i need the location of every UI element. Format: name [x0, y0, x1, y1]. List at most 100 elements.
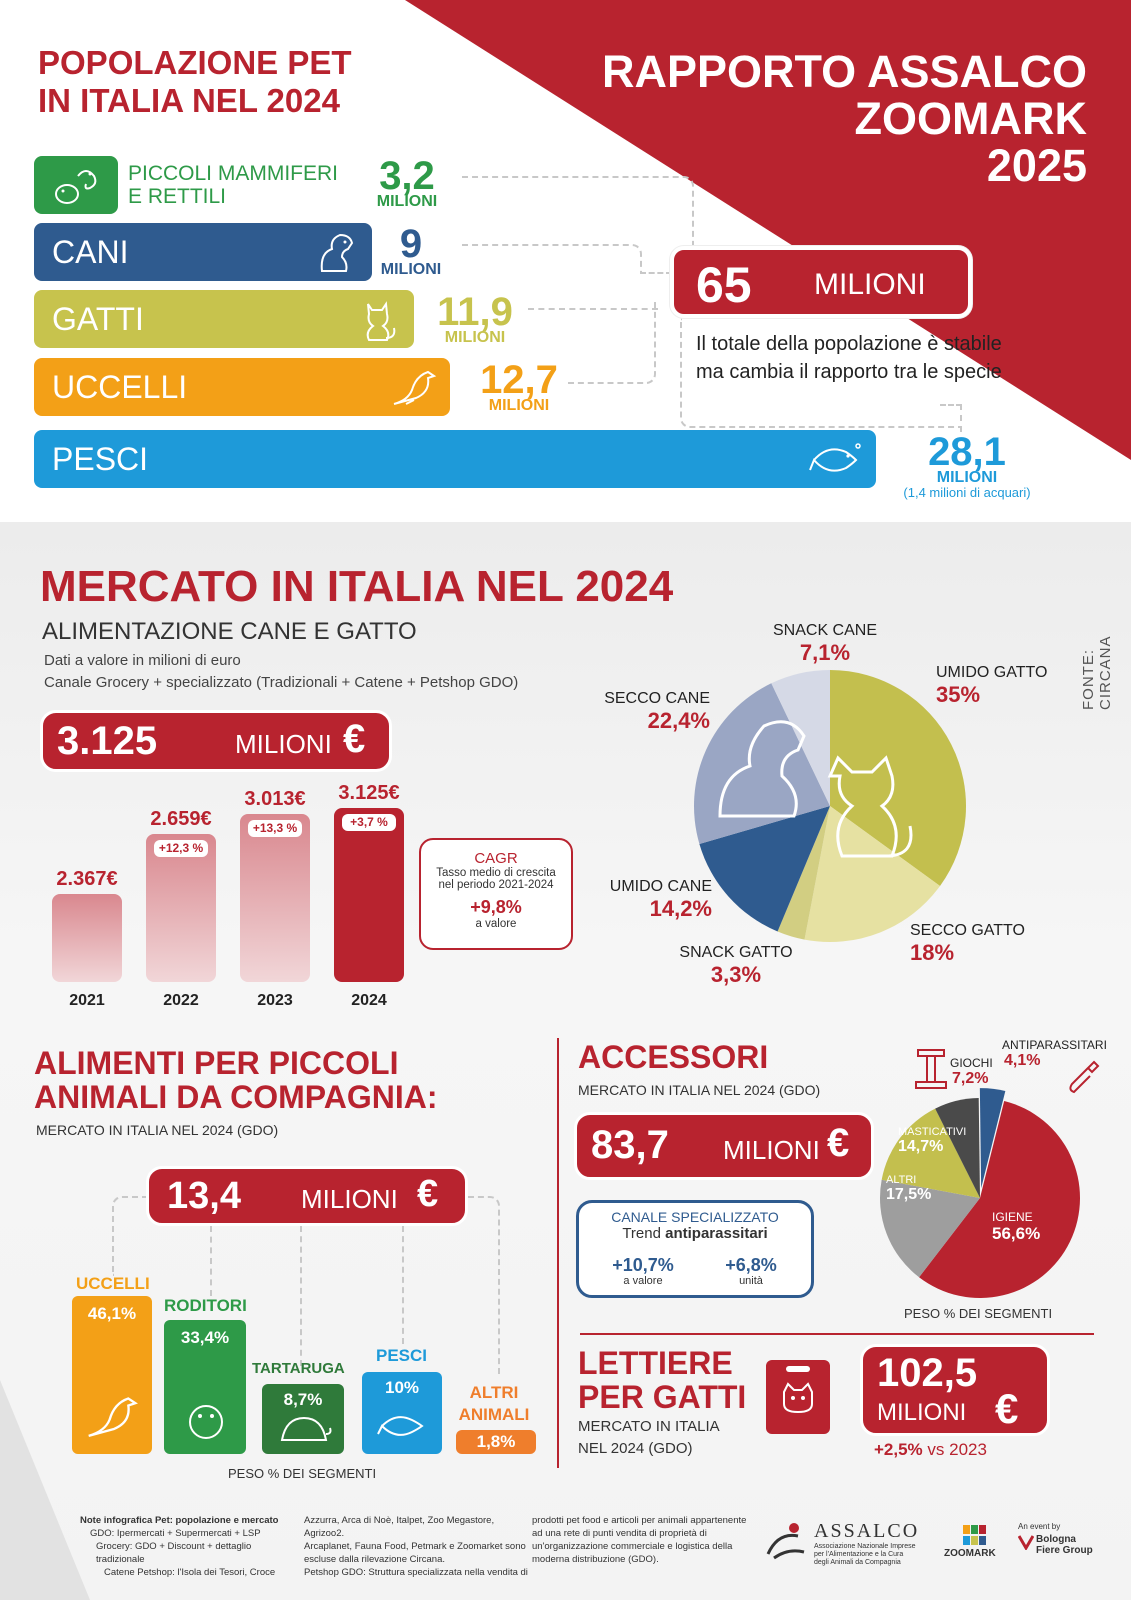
small-mammals-label-line1: PICCOLI MAMMIFERI — [128, 162, 339, 185]
unit-growth: +6,8% — [725, 1255, 777, 1275]
birds-unit: MILIONI — [488, 397, 550, 414]
birds-number: 12,7 — [480, 358, 558, 402]
cat-face-icon — [783, 1366, 813, 1414]
total-note-line1: Il totale della popolazione è stabile — [696, 333, 1002, 355]
snack-cane-name: SNACK CANE — [772, 622, 878, 639]
acc-slice-antiparassitari — [979, 1088, 1006, 1189]
litter-subtitle-line1: MERCATO IN ITALIA — [578, 1418, 720, 1435]
total-population-unit: MILIONI — [814, 268, 926, 301]
dogs-value: 9 MILIONI — [374, 224, 448, 278]
umido-gatto-name: UMIDO GATTO — [936, 664, 1048, 681]
connector-sp-fish — [402, 1226, 404, 1344]
bird-icon — [393, 370, 437, 405]
fish-icon — [809, 443, 861, 472]
acc-slice-igiene — [919, 1100, 1080, 1298]
year-bar-2023 — [240, 814, 310, 982]
snack-cane-value: 7,1% — [799, 640, 851, 665]
secco-gatto-name: SECCO GATTO — [910, 922, 1025, 939]
acc-other-name: ALTRI — [886, 1174, 917, 1186]
year-label-2022: 2022 — [163, 992, 199, 1009]
footer-notes-title: Note infografica Pet: popolazione e merc… — [80, 1515, 279, 1526]
secco-cane-value: 22,4% — [647, 708, 710, 733]
pie-slice-snack-gatto — [777, 806, 830, 940]
channel-box: CANALE SPECIALIZZATO Trend antiparassita… — [576, 1200, 814, 1298]
year-bar-2024 — [334, 808, 404, 982]
small-pets-subtitle: MERCATO IN ITALIA NEL 2024 (GDO) — [36, 1122, 279, 1138]
cats-value: 11,9 MILIONI — [420, 292, 530, 346]
market-total-number: 3.125 — [57, 719, 158, 763]
sp-fish-value: 10% — [384, 1378, 420, 1397]
fish-unit: MILIONI — [936, 469, 998, 486]
connector-sp-turtle — [300, 1226, 302, 1366]
dog-icon — [320, 233, 354, 272]
acc-antiparasitic-name: ANTIPARASSITARI — [1002, 1038, 1107, 1052]
cats-bar: GATTI — [34, 290, 414, 348]
connector-dogs-tail — [640, 272, 672, 274]
dogs-unit: MILIONI — [380, 261, 442, 278]
sp-turtle-icon — [280, 1416, 332, 1441]
pie-label-secco-cane: SECCO CANE 22,4% — [590, 690, 710, 734]
accessories-footer: PESO % DEI SEGMENTI — [904, 1306, 1053, 1321]
bologna-line2: Fiere Group — [1036, 1545, 1093, 1556]
acc-games-name: GIOCHI — [950, 1056, 993, 1070]
acc-chews-value: 14,7% — [898, 1138, 944, 1155]
market-total-unit: MILIONI — [235, 729, 332, 759]
cagr-desc-line1: Tasso medio di crescita — [436, 867, 556, 879]
market-desc-line2: Canale Grocery + specializzato (Tradizio… — [44, 674, 519, 691]
decorative-triangle — [0, 1380, 90, 1600]
sp-other-name: ALTRI ANIMALI — [454, 1382, 534, 1426]
sp-other-bar: 1,8% — [456, 1430, 536, 1454]
channel-title: CANALE SPECIALIZZATO — [611, 1209, 779, 1225]
acc-slice-altri — [880, 1179, 980, 1278]
cagr-value: +9,8% — [470, 897, 522, 917]
connector-cats — [528, 308, 658, 310]
secco-gatto-value: 18% — [910, 940, 955, 965]
small-pets-title: ALIMENTI PER PICCOLI ANIMALI DA COMPAGNI… — [34, 1046, 438, 1114]
report-title-line3: 2025 — [986, 140, 1087, 191]
bologna-line1: Bologna — [1036, 1534, 1076, 1545]
acc-antiparasitic-value: 4,1% — [1004, 1052, 1041, 1069]
connector-birds — [568, 300, 656, 384]
assalco-name: ASSALCO — [814, 1520, 920, 1542]
sp-birds-bar: 46,1% — [72, 1296, 152, 1454]
cagr-note: a valore — [475, 918, 517, 930]
small-pets-title-line2: ANIMALI DA COMPAGNIA: — [34, 1079, 438, 1115]
cats-label: GATTI — [52, 301, 144, 337]
connector-sp-other — [468, 1196, 500, 1376]
cagr-desc-line2: nel periodo 2021-2024 — [438, 879, 554, 891]
channel-trend-bold: antiparassitari — [665, 1225, 768, 1242]
total-population-note: Il totale della popolazione è stabile ma… — [696, 330, 1056, 386]
cats-unit: MILIONI — [444, 329, 506, 346]
dog-cat-outline-icon — [718, 720, 913, 858]
small-pets-footer: PESO % DEI SEGMENTI — [228, 1466, 377, 1481]
small-mammals-label-line2: E RETTILI — [128, 185, 227, 208]
assalco-sub3: degli Animali da Compagnia — [814, 1559, 901, 1566]
year-bar-2021 — [52, 894, 122, 982]
connector-small-mammals — [462, 176, 694, 264]
market-subtitle: ALIMENTAZIONE CANE E GATTO — [42, 618, 417, 645]
birds-value: 12,7 MILIONI — [464, 360, 574, 414]
pipette-icon — [1069, 1060, 1100, 1094]
sp-other-value: 1,8% — [476, 1432, 516, 1451]
sp-other-name-line2: ANIMALI — [458, 1405, 530, 1424]
population-title: POPOLAZIONE PET IN ITALIA NEL 2024 — [38, 44, 398, 120]
connector-fish-b — [940, 404, 962, 432]
acc-hygiene-value: 56,6% — [992, 1224, 1041, 1243]
source-label: FONTE: CIRCANA — [1080, 635, 1114, 710]
year-value-2024: 3.125€ — [338, 782, 400, 804]
hamster-lizard-icon — [55, 170, 97, 204]
sp-hamster-icon — [189, 1405, 223, 1439]
pie-label-secco-gatto: SECCO GATTO 18% — [910, 922, 1040, 966]
sp-fish-bar: 10% — [362, 1372, 442, 1454]
footer-col1-line3: Catene Petshop: l'Isola dei Tesori, Croc… — [104, 1567, 276, 1578]
litter-growth-value: +2,5% — [874, 1440, 923, 1459]
litter-total-pill: 102,5 MILIONI € — [860, 1344, 1050, 1436]
birds-bar: UCCELLI — [34, 358, 450, 416]
market-title: MERCATO IN ITALIA NEL 2024 — [40, 562, 674, 611]
acc-other-value: 17,5% — [886, 1186, 932, 1203]
market-total-pill: 3.125 MILIONI € — [40, 710, 392, 772]
connector-fish-a — [680, 318, 962, 428]
channel-trend: Trend — [622, 1225, 661, 1242]
year-bar-2022 — [146, 834, 216, 982]
